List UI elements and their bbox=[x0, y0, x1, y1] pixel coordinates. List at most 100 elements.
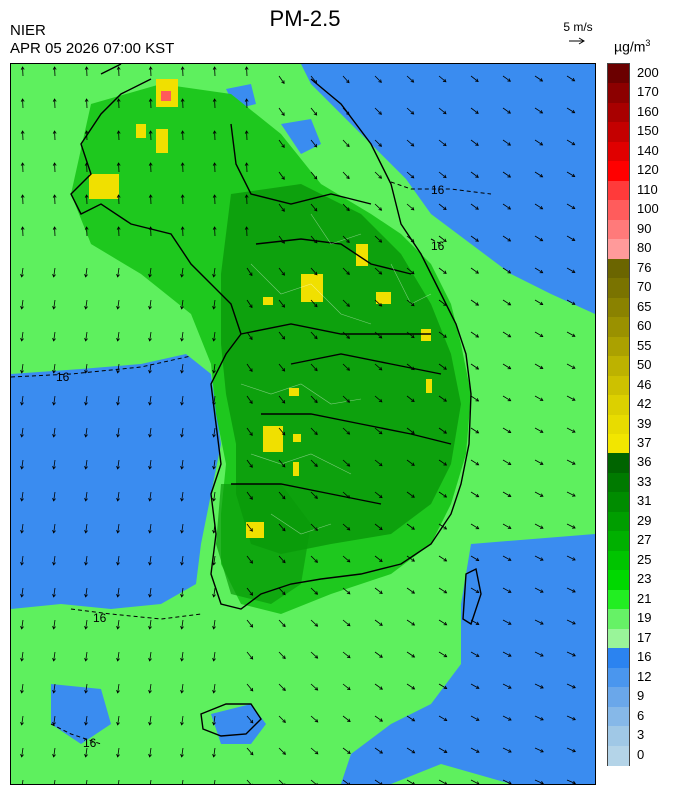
wind-vector-head bbox=[411, 749, 416, 754]
wind-vector-head bbox=[116, 226, 121, 230]
wind-vector bbox=[310, 555, 318, 563]
wind-vector bbox=[406, 171, 415, 179]
wind-vector-head bbox=[378, 239, 383, 243]
wind-vector-head bbox=[281, 431, 286, 436]
central-internal-border bbox=[231, 353, 452, 505]
wind-vector bbox=[149, 491, 152, 501]
wind-vector-head bbox=[411, 462, 415, 466]
wind-vector bbox=[85, 363, 88, 373]
wind-vector-head bbox=[281, 399, 286, 404]
wind-vector-head bbox=[507, 653, 512, 657]
wind-vector-head bbox=[180, 593, 184, 598]
wind-vector bbox=[181, 267, 184, 277]
wind-vector-head bbox=[411, 558, 415, 562]
wind-vector bbox=[149, 555, 152, 565]
wind-vector-head bbox=[180, 226, 185, 230]
wind-vector-head bbox=[20, 625, 24, 630]
wind-vector-head bbox=[379, 622, 383, 626]
wind-vector bbox=[21, 555, 24, 565]
wind-vector bbox=[534, 747, 544, 753]
wind-vector-head bbox=[314, 527, 318, 531]
wind-vector-head bbox=[316, 782, 318, 784]
legend-level-label: 6 bbox=[637, 707, 645, 723]
wind-vector-head bbox=[52, 465, 56, 470]
wind-vector bbox=[470, 459, 479, 466]
wind-vector-head bbox=[475, 717, 480, 721]
wind-vector bbox=[181, 683, 184, 693]
wind-vector bbox=[85, 555, 88, 565]
wind-vector bbox=[213, 491, 216, 501]
wind-vector-head bbox=[180, 194, 185, 198]
legend-swatch bbox=[608, 745, 629, 766]
wind-vector bbox=[21, 747, 24, 757]
wind-vector-head bbox=[346, 463, 351, 467]
wind-vector bbox=[21, 779, 24, 784]
wind-vector-head bbox=[281, 336, 286, 340]
wind-vector bbox=[246, 651, 254, 660]
wind-vector bbox=[502, 587, 512, 593]
wind-vector bbox=[149, 299, 152, 309]
wind-vector-head bbox=[443, 494, 448, 498]
wind-vector-head bbox=[539, 429, 544, 433]
wind-vector-head bbox=[346, 654, 351, 659]
wind-vector-head bbox=[508, 717, 512, 721]
south-east-low-area bbox=[341, 534, 595, 784]
legend-level-label: 3 bbox=[637, 727, 645, 743]
wind-vector-head bbox=[212, 130, 217, 134]
wind-vector bbox=[406, 139, 414, 147]
wind-vector-head bbox=[572, 748, 576, 753]
wind-vector bbox=[278, 715, 286, 723]
wind-vector bbox=[181, 651, 184, 661]
wind-vector bbox=[149, 747, 152, 757]
wind-vector bbox=[342, 107, 350, 115]
hotspot-south-2 bbox=[246, 522, 264, 538]
wind-vector-head bbox=[180, 337, 184, 342]
wind-vector-head bbox=[571, 205, 576, 210]
legend-swatch bbox=[608, 414, 629, 435]
wind-vector-head bbox=[443, 653, 448, 658]
wind-vector-head bbox=[346, 239, 350, 244]
wind-vector-head bbox=[281, 208, 285, 212]
wind-vector-head bbox=[410, 206, 415, 211]
wind-vector-head bbox=[148, 465, 152, 470]
ulleung-island bbox=[462, 567, 482, 626]
wind-vector bbox=[406, 491, 415, 498]
wind-vector-head bbox=[539, 493, 544, 497]
wind-vector bbox=[534, 299, 543, 305]
legend-level-label: 90 bbox=[637, 220, 652, 236]
wind-vector-head bbox=[443, 717, 448, 721]
wind-vector bbox=[117, 299, 120, 309]
wind-vector-head bbox=[84, 433, 88, 438]
wind-vector bbox=[278, 75, 285, 84]
wind-vector bbox=[566, 235, 575, 241]
wind-vector-head bbox=[249, 751, 254, 756]
wind-vector-head bbox=[20, 689, 24, 694]
wind-vector-head bbox=[314, 750, 319, 755]
jeju-island bbox=[200, 703, 262, 737]
wind-vector-head bbox=[571, 365, 576, 369]
wind-vector bbox=[534, 363, 543, 369]
north-east-low-patch bbox=[281, 119, 321, 154]
hotspot-north-1 bbox=[136, 124, 146, 138]
legend-level-label: 17 bbox=[637, 629, 652, 645]
wind-vector bbox=[534, 75, 543, 82]
wind-vector-head bbox=[20, 273, 24, 278]
wind-vector bbox=[534, 395, 544, 401]
wind-vector-head bbox=[148, 657, 152, 662]
wind-vector-head bbox=[475, 557, 480, 562]
wind-vector-head bbox=[539, 557, 544, 561]
wind-vector bbox=[53, 651, 56, 661]
wind-vector-head bbox=[475, 621, 480, 625]
wind-vector-head bbox=[52, 273, 56, 278]
wind-vector-head bbox=[180, 130, 185, 134]
pm25-field-svg: 16 16 16 16 16 bbox=[11, 64, 595, 784]
wind-vector bbox=[470, 299, 479, 306]
wind-vector-head bbox=[572, 525, 576, 529]
wind-vector bbox=[85, 459, 88, 469]
wind-vector bbox=[213, 587, 216, 597]
pm25-map[interactable]: 16 16 16 16 16 bbox=[10, 63, 596, 785]
wind-vector bbox=[53, 747, 56, 757]
wind-vector-head bbox=[572, 621, 576, 625]
wind-vector bbox=[149, 683, 152, 693]
wind-vector-head bbox=[507, 302, 512, 306]
